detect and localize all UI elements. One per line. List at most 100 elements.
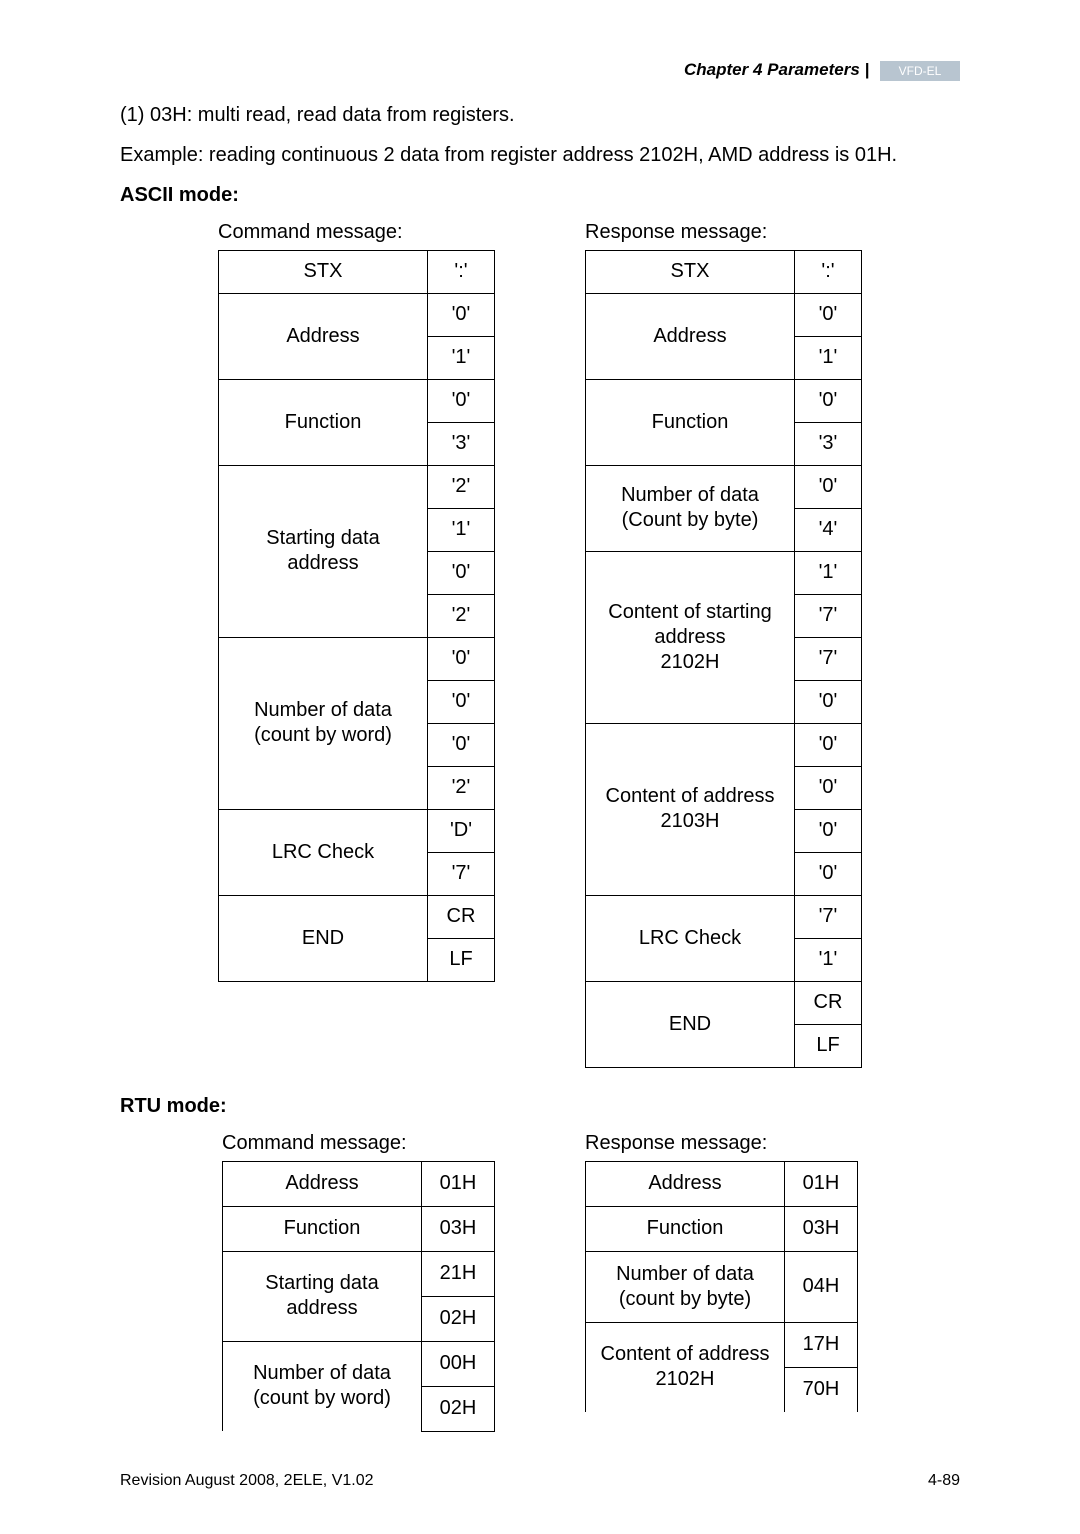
- table-row: Address '0': [219, 293, 495, 336]
- label-part: Content of address: [601, 1343, 770, 1365]
- cell-val: '0': [795, 723, 862, 766]
- cell-val: 04H: [785, 1251, 858, 1322]
- label-part: Number of data: [253, 1362, 391, 1384]
- rtu-response-title: Response message:: [585, 1132, 858, 1155]
- cell-val: '1': [428, 508, 495, 551]
- cell-val: CR: [428, 895, 495, 938]
- intro-line-1: (1) 03H: multi read, read data from regi…: [120, 95, 960, 135]
- ascii-command-title: Command message:: [218, 221, 495, 244]
- table-row: LRC Check 'D': [219, 809, 495, 852]
- cell-val: 02H: [422, 1296, 495, 1341]
- rtu-command-block: Command message: Address 01H Function 03…: [222, 1132, 495, 1432]
- cell-val: '0': [428, 551, 495, 594]
- ascii-command-table: STX ':' Address '0' '1' Function '0' '3'…: [218, 250, 495, 982]
- label-part: 2103H: [661, 810, 720, 832]
- cell-val: '0': [795, 680, 862, 723]
- rtu-mode-label: RTU mode:: [120, 1086, 960, 1126]
- cell-val: '1': [795, 551, 862, 594]
- cell-label: Starting data address: [219, 465, 428, 637]
- cell-val: LF: [795, 1024, 862, 1067]
- cell-val: '7': [428, 852, 495, 895]
- cell-label: Number of data (count by byte): [586, 1251, 785, 1322]
- cell-val: '1': [795, 336, 862, 379]
- table-row: END CR: [586, 981, 862, 1024]
- cell-val: ':': [428, 250, 495, 293]
- cell-val: '0': [795, 852, 862, 895]
- cell-label: Function: [223, 1206, 422, 1251]
- table-row: Function 03H: [223, 1206, 495, 1251]
- rtu-command-title: Command message:: [222, 1132, 495, 1155]
- cell-val: '7': [795, 637, 862, 680]
- cell-val: 01H: [785, 1161, 858, 1206]
- cell-label: Function: [219, 379, 428, 465]
- cell-val: LF: [428, 938, 495, 981]
- cell-label: LRC Check: [219, 809, 428, 895]
- table-row: Function '0': [586, 379, 862, 422]
- cell-val: '0': [428, 680, 495, 723]
- cell-val: 01H: [422, 1161, 495, 1206]
- cell-val: '3': [795, 422, 862, 465]
- table-row: Starting data address '2': [219, 465, 495, 508]
- table-row: Address 01H: [223, 1161, 495, 1206]
- ascii-response-table: STX ':' Address '0' '1' Function '0' '3'…: [585, 250, 862, 1068]
- cell-val: '0': [428, 379, 495, 422]
- cell-val: '3': [428, 422, 495, 465]
- cell-label: Starting data address: [223, 1251, 422, 1341]
- cell-val: CR: [795, 981, 862, 1024]
- ascii-response-title: Response message:: [585, 221, 862, 244]
- label-part: Number of data: [616, 1263, 754, 1285]
- cell-label: STX: [586, 250, 795, 293]
- cell-label: Number of data (count by word): [223, 1341, 422, 1431]
- table-row: Function 03H: [586, 1206, 858, 1251]
- label-part: Number of data: [621, 484, 759, 506]
- table-row: STX ':': [219, 250, 495, 293]
- label-part: (Count by byte): [622, 509, 759, 531]
- table-row: Content of starting address 2102H '1': [586, 551, 862, 594]
- intro-line-2: Example: reading continuous 2 data from …: [120, 135, 960, 175]
- label-part: 2102H: [661, 651, 720, 673]
- label-part: address: [286, 1297, 357, 1319]
- rtu-response-table: Address 01H Function 03H Number of data …: [585, 1161, 858, 1412]
- cell-val: '0': [795, 293, 862, 336]
- table-row: Content of address 2102H 17H: [586, 1322, 858, 1367]
- cell-val: '0': [428, 723, 495, 766]
- label-part: (count by word): [254, 724, 392, 746]
- cell-val: 17H: [785, 1322, 858, 1367]
- table-row: Content of address 2103H '0': [586, 723, 862, 766]
- cell-val: '4': [795, 508, 862, 551]
- cell-label: Number of data (Count by byte): [586, 465, 795, 551]
- label-part: 2102H: [656, 1368, 715, 1390]
- rtu-command-table: Address 01H Function 03H Starting data a…: [222, 1161, 495, 1432]
- chapter-header: Chapter 4 Parameters | VFD-EL: [120, 60, 960, 81]
- cell-val: 00H: [422, 1341, 495, 1386]
- cell-val: '1': [795, 938, 862, 981]
- cell-val: 03H: [422, 1206, 495, 1251]
- table-row: Address 01H: [586, 1161, 858, 1206]
- cell-label: STX: [219, 250, 428, 293]
- cell-val: '0': [795, 379, 862, 422]
- label-part: Number of data: [254, 699, 392, 721]
- cell-label: Address: [586, 293, 795, 379]
- cell-val: '0': [795, 766, 862, 809]
- logo-badge: VFD-EL: [880, 61, 960, 81]
- cell-label: Content of address 2102H: [586, 1322, 785, 1412]
- footer-right: 4-89: [928, 1472, 960, 1490]
- cell-val: '7': [795, 895, 862, 938]
- label-part: address: [654, 626, 725, 648]
- table-row: Number of data (count by word) 00H: [223, 1341, 495, 1386]
- ascii-tables-wrap: Command message: STX ':' Address '0' '1'…: [120, 221, 960, 1068]
- label-part: Starting data: [265, 1272, 378, 1294]
- cell-val: 70H: [785, 1367, 858, 1412]
- cell-val: 02H: [422, 1386, 495, 1431]
- table-row: LRC Check '7': [586, 895, 862, 938]
- cell-val: 21H: [422, 1251, 495, 1296]
- table-row: Address '0': [586, 293, 862, 336]
- table-row: STX ':': [586, 250, 862, 293]
- cell-label: END: [586, 981, 795, 1067]
- page-footer: Revision August 2008, 2ELE, V1.02 4-89: [120, 1472, 960, 1490]
- cell-val: ':': [795, 250, 862, 293]
- cell-val: '2': [428, 465, 495, 508]
- cell-label: Address: [223, 1161, 422, 1206]
- table-row: Starting data address 21H: [223, 1251, 495, 1296]
- label-part: Starting data: [266, 527, 379, 549]
